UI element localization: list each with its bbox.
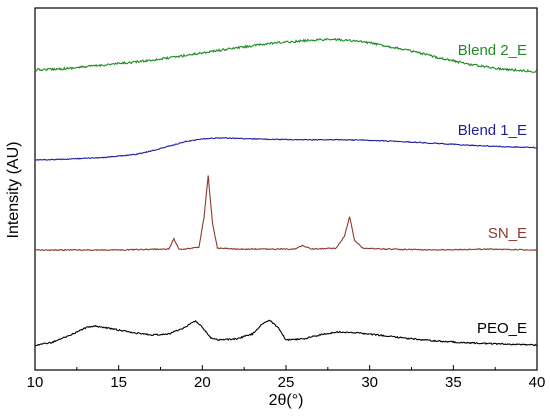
x-axis-ticks: 10 15 20 25 30 35 40 (27, 365, 546, 391)
x-tick-label: 25 (278, 374, 295, 391)
series-label-sn-e: SN_E (488, 225, 527, 242)
series-labels: Blend 2_E Blend 1_E SN_E PEO_E (458, 42, 527, 337)
x-tick-label: 40 (529, 374, 546, 391)
series-line-sn-e (34, 175, 538, 252)
series-curves (34, 37, 538, 347)
y-axis-title: Intensity (AU) (5, 142, 22, 239)
series-line-blend-1-e (34, 137, 538, 161)
x-tick-label: 15 (110, 374, 127, 391)
series-label-peo-e: PEO_E (477, 320, 527, 337)
x-tick-label: 10 (27, 374, 44, 391)
series-label-blend-2-e: Blend 2_E (458, 42, 527, 59)
x-axis-title: 2θ(°) (269, 392, 304, 409)
x-tick-label: 35 (445, 374, 462, 391)
series-label-blend-1-e: Blend 1_E (458, 122, 527, 139)
x-tick-label: 20 (194, 374, 211, 391)
series-line-blend-2-e (34, 37, 538, 73)
x-tick-label: 30 (361, 374, 378, 391)
series-line-peo-e (34, 319, 538, 347)
